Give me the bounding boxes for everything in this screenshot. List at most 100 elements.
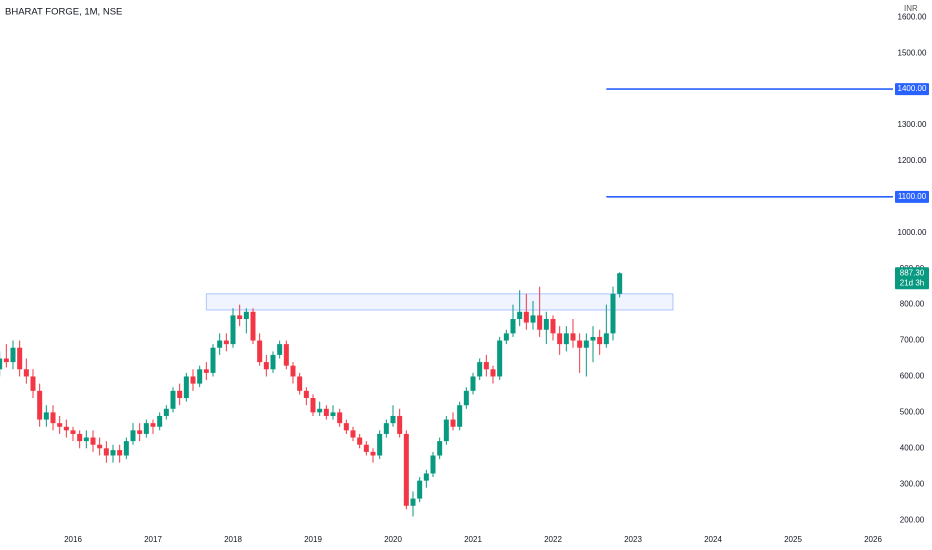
candle-body <box>330 412 336 416</box>
candle-body <box>303 390 309 399</box>
resistance-zone <box>205 293 674 311</box>
candle-body <box>517 311 523 319</box>
y-tick-label: 600.00 <box>900 372 925 381</box>
x-tick-label: 2019 <box>304 535 322 544</box>
candle-body <box>43 412 49 420</box>
candle-body <box>550 318 556 334</box>
candle-body <box>530 315 536 323</box>
candle-body <box>290 365 296 377</box>
candle-body <box>423 473 429 481</box>
candle-body <box>217 340 223 348</box>
candle-body <box>70 430 76 434</box>
y-tick-label: 700.00 <box>900 336 925 345</box>
candle-body <box>83 437 89 442</box>
candle-body <box>50 412 56 424</box>
y-tick-label: 1500.00 <box>898 48 927 57</box>
candle-body <box>437 441 443 456</box>
candle-body <box>270 354 276 370</box>
candle-body <box>10 347 16 363</box>
candle-body <box>557 333 563 345</box>
candle-body <box>617 273 623 294</box>
candle-body <box>243 311 249 319</box>
candle-body <box>297 376 303 391</box>
y-tick-label: 300.00 <box>900 479 925 488</box>
y-tick-label: 500.00 <box>900 407 925 416</box>
candle-body <box>250 311 256 341</box>
candle-body <box>610 293 616 334</box>
y-tick-label: 1600.00 <box>898 12 927 21</box>
level-tag <box>895 190 929 203</box>
candle-body <box>203 369 209 373</box>
x-tick-label: 2022 <box>544 535 562 544</box>
y-tick-label: 200.00 <box>900 515 925 524</box>
candle-body <box>563 333 569 345</box>
candle-body <box>523 311 529 323</box>
y-tick-label: 1300.00 <box>898 120 927 129</box>
candle-body <box>457 405 463 427</box>
candle-body <box>383 423 389 434</box>
price-tag <box>895 267 929 290</box>
candle-body <box>110 450 116 456</box>
candle-body <box>397 415 403 434</box>
candle-body <box>317 408 323 413</box>
candle-body <box>117 450 123 456</box>
candle-body <box>337 412 343 424</box>
x-tick-label: 2023 <box>624 535 642 544</box>
candle-body <box>603 333 609 345</box>
candle-body <box>483 362 489 370</box>
candle-body <box>257 340 263 363</box>
candle-body <box>477 362 483 377</box>
candle-body <box>343 423 349 431</box>
x-tick-label: 2018 <box>224 535 242 544</box>
x-tick-label: 2017 <box>144 535 162 544</box>
level-label: 1400.00 <box>898 84 927 93</box>
plot-area <box>0 88 893 517</box>
x-tick-label: 2020 <box>384 535 402 544</box>
candle-body <box>223 340 229 345</box>
candle-body <box>163 408 169 416</box>
candle-body <box>23 369 29 377</box>
candle-body <box>583 340 589 348</box>
candle-body <box>590 336 596 341</box>
candle-body <box>543 318 549 330</box>
candle-body <box>0 358 3 370</box>
candle-body <box>370 451 376 456</box>
candle-body <box>183 376 189 399</box>
candle-body <box>377 433 383 456</box>
candle-body <box>137 430 143 434</box>
candle-body <box>237 315 243 319</box>
candle-body <box>130 430 136 442</box>
candle-body <box>537 315 543 330</box>
candle-body <box>230 315 236 345</box>
price-label: 887.30 <box>900 268 925 277</box>
candle-body <box>177 390 183 399</box>
candle-body <box>417 480 423 499</box>
candle-body <box>283 344 289 366</box>
candle-body <box>103 448 109 456</box>
candle-body <box>63 426 69 431</box>
candle-body <box>143 423 149 434</box>
y-tick-label: 1200.00 <box>898 156 927 165</box>
candle-body <box>470 376 476 391</box>
x-tick-label: 2025 <box>784 535 802 544</box>
candle-body <box>390 415 396 424</box>
candle-body <box>77 433 83 442</box>
candle-body <box>123 441 129 456</box>
candle-body <box>570 333 576 341</box>
candle-body <box>170 390 176 409</box>
level-tag <box>895 83 929 96</box>
candle-body <box>443 419 449 442</box>
x-tick-label: 2021 <box>464 535 482 544</box>
candle-body <box>430 455 436 474</box>
candle-body <box>503 333 509 341</box>
y-tick-label: 800.00 <box>900 300 925 309</box>
candle-body <box>403 433 409 506</box>
candle-body <box>450 419 456 427</box>
candle-body <box>497 340 503 377</box>
candle-body <box>197 369 203 384</box>
candle-body <box>17 347 23 370</box>
candle-body <box>263 362 269 370</box>
countdown-label: 21d 3h <box>900 278 924 287</box>
candle-body <box>323 408 329 416</box>
